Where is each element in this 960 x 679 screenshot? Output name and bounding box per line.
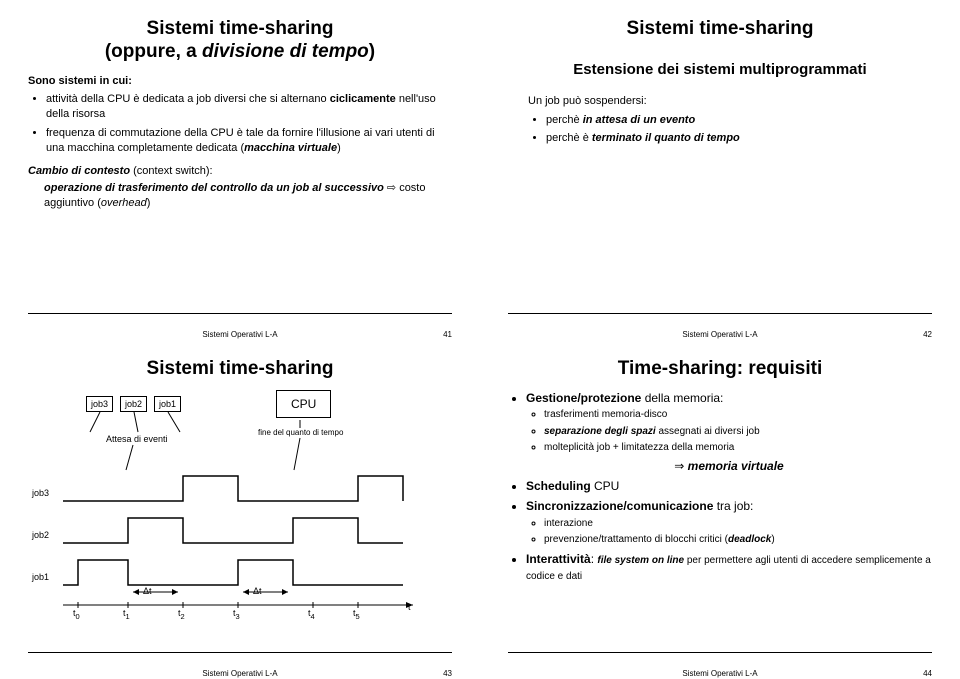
i1-rest: della memoria: — [641, 391, 723, 405]
i3b-e: ) — [771, 534, 774, 545]
cs-b4: ) — [147, 197, 151, 209]
i3b: prevenzione/trattamento di blocchi criti… — [544, 533, 932, 547]
slide-42: Sistemi time-sharing Estensione dei sist… — [480, 0, 960, 340]
b2-text: frequenza di commutazione della CPU è ta… — [46, 127, 435, 154]
vm-line: ⇒ memoria virtuale — [526, 458, 932, 474]
b2-ital: macchina virtuale — [244, 142, 337, 154]
footer-label: Sistemi Operativi L-A — [682, 330, 757, 339]
slide-rule — [508, 313, 932, 314]
i3a: interazione — [544, 517, 932, 531]
i2-rest: CPU — [591, 479, 620, 493]
i3b-b: deadlock — [728, 534, 771, 545]
i4-fs: file system on line — [597, 555, 684, 566]
vm-text: memoria virtuale — [688, 459, 784, 473]
page-number: 41 — [443, 330, 452, 339]
item-scheduling: Scheduling CPU — [526, 478, 932, 494]
i4-bold: Interattività — [526, 552, 591, 566]
slide-body: Sono sistemi in cui: attività della CPU … — [28, 74, 452, 211]
slide-rule — [508, 652, 932, 653]
i3-bold: Sincronizzazione/comunicazione — [526, 499, 713, 513]
slide-subtitle: Estensione dei sistemi multiprogrammati — [508, 61, 932, 78]
i2-bold: Scheduling — [526, 479, 591, 493]
i1b: separazione degli spazi assegnati ai div… — [544, 425, 932, 439]
footer-label: Sistemi Operativi L-A — [682, 669, 757, 678]
slide-body: Un job può sospendersi: perchè in attesa… — [508, 94, 932, 147]
context-switch-head: Cambio di contesto (context switch): — [28, 164, 452, 179]
context-switch-body: operazione di trasferimento del controll… — [28, 181, 452, 211]
cs-bold: Cambio di contesto — [28, 165, 130, 177]
i3b-t: prevenzione/trattamento di blocchi criti… — [544, 534, 728, 545]
intro: Sono sistemi in cui: — [28, 74, 452, 89]
slide-title: Sistemi time-sharing — [508, 18, 932, 41]
title-line1: Sistemi time-sharing — [147, 18, 334, 39]
slide-title: Time-sharing: requisiti — [508, 358, 932, 381]
i1b-b: separazione degli spazi — [544, 426, 656, 437]
b2b: terminato il quanto di tempo — [592, 132, 740, 144]
i1-bold: Gestione/protezione — [526, 391, 641, 405]
slide-body: Gestione/protezione della memoria: trasf… — [508, 390, 932, 583]
slide-44: Time-sharing: requisiti Gestione/protezi… — [480, 340, 960, 679]
title-line2a: (oppure, a — [105, 41, 202, 62]
item-memory: Gestione/protezione della memoria: trasf… — [526, 390, 932, 474]
timing-chart — [28, 390, 448, 640]
title-line2b: ) — [369, 41, 375, 62]
b1-text: attività della CPU è dedicata a job dive… — [46, 93, 330, 105]
bullet-2: frequenza di commutazione della CPU è ta… — [46, 126, 452, 156]
i1b-r: assegnati ai diversi job — [656, 426, 760, 437]
slide-rule — [28, 313, 452, 314]
item-interact: Interattività: file system on line per p… — [526, 551, 932, 584]
b1b: in attesa di un evento — [583, 114, 695, 126]
page-number: 42 — [923, 330, 932, 339]
slide-rule — [28, 652, 452, 653]
suspend-head: Un job può sospendersi: — [528, 94, 932, 109]
b1-bold: ciclicamente — [330, 93, 396, 105]
timing-diagram: job3 job2 job1 CPU Attesa di eventi fine… — [28, 390, 448, 640]
slide-title: Sistemi time-sharing — [28, 358, 452, 381]
b2-end: ) — [337, 142, 341, 154]
footer-label: Sistemi Operativi L-A — [202, 669, 277, 678]
cs-b1: operazione di trasferimento del controll… — [44, 182, 384, 194]
i1a: trasferimenti memoria-disco — [544, 408, 932, 422]
title-line2-ital: divisione di tempo — [202, 41, 369, 62]
b1a: perchè — [546, 114, 583, 126]
b2a: perchè è — [546, 132, 592, 144]
slide-title: Sistemi time-sharing (oppure, a division… — [28, 18, 452, 64]
bullet-1: perchè in attesa di un evento — [546, 113, 932, 128]
page-number: 43 — [443, 669, 452, 678]
i3-rest: tra job: — [713, 499, 753, 513]
footer-label: Sistemi Operativi L-A — [202, 330, 277, 339]
cs-b3: overhead — [101, 197, 147, 209]
cs-rest: (context switch): — [130, 165, 213, 177]
slide-41: Sistemi time-sharing (oppure, a division… — [0, 0, 480, 340]
bullet-1: attività della CPU è dedicata a job dive… — [46, 92, 452, 122]
slide-43: Sistemi time-sharing job3 job2 job1 CPU … — [0, 340, 480, 679]
bullet-2: perchè è terminato il quanto di tempo — [546, 131, 932, 146]
vm-arrow: ⇒ — [674, 459, 687, 473]
item-sync: Sincronizzazione/comunicazione tra job: … — [526, 498, 932, 546]
i1c: molteplicità job + limitatezza della mem… — [544, 441, 932, 455]
page-number: 44 — [923, 669, 932, 678]
